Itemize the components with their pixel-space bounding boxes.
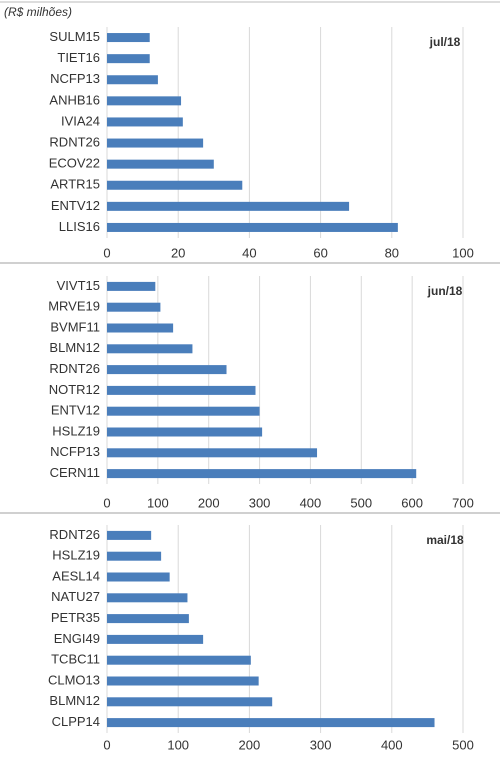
x-tick-label: 200 xyxy=(198,495,220,510)
bar xyxy=(107,117,183,127)
y-tick-label: IVIA24 xyxy=(61,113,100,128)
x-tick-label: 600 xyxy=(401,495,423,510)
y-tick-label: ENTV12 xyxy=(51,198,100,213)
bar xyxy=(107,469,417,479)
x-tick-label: 300 xyxy=(310,737,332,752)
y-tick-label: TCBC11 xyxy=(51,652,100,667)
bar xyxy=(107,593,188,603)
y-tick-label: NCFP13 xyxy=(50,71,100,86)
y-tick-label: NOTR12 xyxy=(49,382,100,397)
bar xyxy=(107,75,158,85)
bar xyxy=(107,614,189,624)
y-tick-label: RDNT26 xyxy=(49,527,100,542)
bar xyxy=(107,344,193,354)
x-tick-label: 40 xyxy=(242,245,256,260)
y-tick-label: ENGI49 xyxy=(54,631,100,646)
x-tick-label: 100 xyxy=(452,245,474,260)
bar xyxy=(107,201,350,211)
bar xyxy=(107,54,150,64)
x-tick-label: 20 xyxy=(171,245,185,260)
bar xyxy=(107,530,152,540)
bar xyxy=(107,718,435,728)
bar xyxy=(107,572,170,582)
separator xyxy=(0,262,500,264)
y-tick-label: HSLZ19 xyxy=(52,548,100,563)
x-tick-label: 400 xyxy=(300,495,322,510)
period-label: jun/18 xyxy=(427,284,463,298)
y-tick-label: ECOV22 xyxy=(49,156,100,171)
y-tick-label: CLPP14 xyxy=(52,714,100,729)
x-tick-label: 500 xyxy=(452,737,474,752)
bar xyxy=(107,551,162,561)
y-tick-label: NATU27 xyxy=(51,589,100,604)
bar xyxy=(107,655,251,665)
bar xyxy=(107,138,204,148)
bar xyxy=(107,676,259,686)
bar xyxy=(107,96,182,106)
bar xyxy=(107,634,204,644)
x-tick-label: 700 xyxy=(452,495,474,510)
y-tick-label: VIVT15 xyxy=(57,278,100,293)
x-tick-label: 0 xyxy=(103,737,110,752)
y-tick-label: HSLZ19 xyxy=(52,423,100,438)
y-tick-label: BVMF11 xyxy=(50,319,100,334)
x-tick-label: 0 xyxy=(103,245,110,260)
y-tick-label: ANHB16 xyxy=(49,92,100,107)
y-tick-label: SULM15 xyxy=(49,29,100,44)
y-tick-label: RDNT26 xyxy=(49,134,100,149)
y-tick-label: MRVE19 xyxy=(48,299,100,314)
separator xyxy=(0,512,500,514)
y-tick-label: BLMN12 xyxy=(49,693,100,708)
y-tick-label: AESL14 xyxy=(52,568,100,583)
y-tick-label: NCFP13 xyxy=(50,444,100,459)
y-tick-label: ARTR15 xyxy=(50,177,100,192)
bar xyxy=(107,281,156,291)
y-tick-label: LLIS16 xyxy=(59,219,100,234)
x-tick-label: 0 xyxy=(103,495,110,510)
period-label: mai/18 xyxy=(426,533,464,547)
x-tick-label: 400 xyxy=(381,737,403,752)
y-tick-label: BLMN12 xyxy=(49,340,100,355)
period-label: jul/18 xyxy=(429,35,461,49)
bar xyxy=(107,427,263,437)
bar xyxy=(107,159,214,169)
y-tick-label: RDNT26 xyxy=(49,361,100,376)
bar xyxy=(107,385,256,395)
x-tick-label: 100 xyxy=(147,495,169,510)
x-tick-label: 500 xyxy=(350,495,372,510)
x-tick-label: 100 xyxy=(167,737,189,752)
bar xyxy=(107,33,150,43)
y-tick-label: ENTV12 xyxy=(51,403,100,418)
x-tick-label: 300 xyxy=(249,495,271,510)
bar xyxy=(107,222,398,232)
bar xyxy=(107,406,260,416)
unit-note: (R$ milhões) xyxy=(4,5,72,19)
y-tick-label: TIET16 xyxy=(57,50,100,65)
bar xyxy=(107,697,273,707)
bar xyxy=(107,448,318,458)
y-tick-label: CERN11 xyxy=(50,465,100,480)
bar xyxy=(107,323,174,333)
y-tick-label: PETR35 xyxy=(51,610,100,625)
bar xyxy=(107,302,161,312)
bar xyxy=(107,365,227,375)
x-tick-label: 80 xyxy=(385,245,399,260)
bar xyxy=(107,180,243,190)
x-tick-label: 60 xyxy=(313,245,327,260)
y-tick-label: CLMO13 xyxy=(48,672,100,687)
x-tick-label: 200 xyxy=(239,737,261,752)
